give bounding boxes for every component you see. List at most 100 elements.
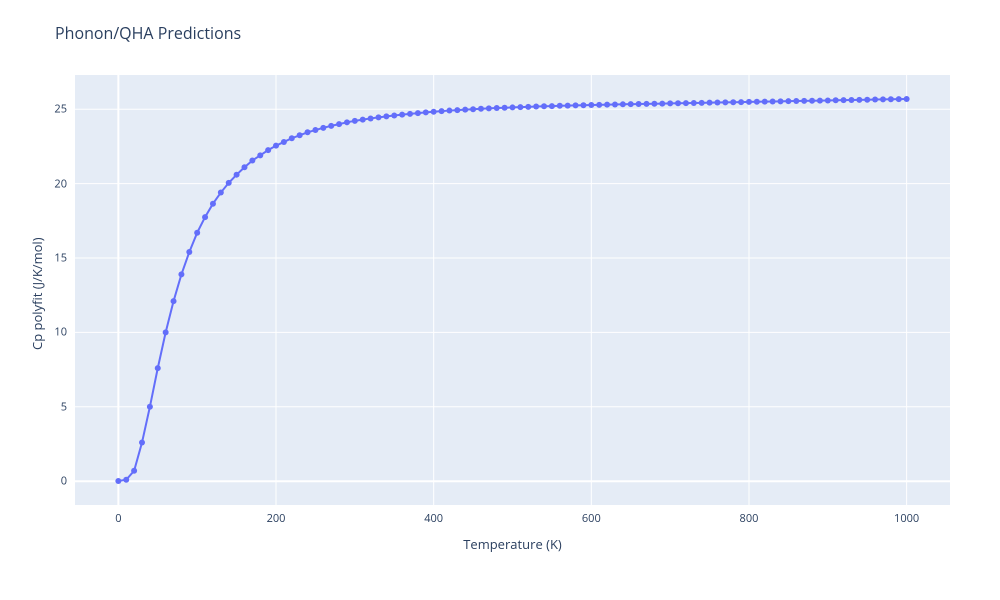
data-point[interactable] xyxy=(265,147,271,153)
data-point[interactable] xyxy=(178,271,184,277)
data-point[interactable] xyxy=(651,101,657,107)
data-point[interactable] xyxy=(462,107,468,113)
data-point[interactable] xyxy=(305,129,311,135)
data-point[interactable] xyxy=(588,102,594,108)
data-point[interactable] xyxy=(431,109,437,115)
data-point[interactable] xyxy=(746,99,752,105)
data-point[interactable] xyxy=(139,440,145,446)
data-point[interactable] xyxy=(399,112,405,118)
data-point[interactable] xyxy=(738,99,744,105)
data-point[interactable] xyxy=(478,106,484,112)
data-point[interactable] xyxy=(470,106,476,112)
data-point[interactable] xyxy=(549,103,555,109)
data-point[interactable] xyxy=(289,135,295,141)
data-point[interactable] xyxy=(785,98,791,104)
data-point[interactable] xyxy=(770,98,776,104)
data-point[interactable] xyxy=(368,115,374,121)
data-point[interactable] xyxy=(383,113,389,119)
data-point[interactable] xyxy=(573,102,579,108)
data-point[interactable] xyxy=(281,139,287,145)
data-point[interactable] xyxy=(226,180,232,186)
data-point[interactable] xyxy=(525,104,531,110)
data-point[interactable] xyxy=(502,105,508,111)
data-point[interactable] xyxy=(155,365,161,371)
data-point[interactable] xyxy=(904,96,910,102)
data-point[interactable] xyxy=(856,97,862,103)
data-point[interactable] xyxy=(257,152,263,158)
data-point[interactable] xyxy=(352,118,358,124)
data-point[interactable] xyxy=(163,329,169,335)
data-point[interactable] xyxy=(234,172,240,178)
data-point[interactable] xyxy=(533,104,539,110)
data-point[interactable] xyxy=(541,103,547,109)
data-point[interactable] xyxy=(722,99,728,105)
data-point[interactable] xyxy=(494,105,500,111)
data-point[interactable] xyxy=(596,102,602,108)
data-point[interactable] xyxy=(896,96,902,102)
data-point[interactable] xyxy=(407,111,413,117)
data-point[interactable] xyxy=(691,100,697,106)
data-point[interactable] xyxy=(312,127,318,133)
data-point[interactable] xyxy=(517,104,523,110)
data-point[interactable] xyxy=(667,100,673,106)
data-point[interactable] xyxy=(131,468,137,474)
data-point[interactable] xyxy=(249,158,255,164)
data-point[interactable] xyxy=(659,101,665,107)
data-point[interactable] xyxy=(675,100,681,106)
data-point[interactable] xyxy=(580,102,586,108)
data-point[interactable] xyxy=(344,119,350,125)
data-point[interactable] xyxy=(604,102,610,108)
data-point[interactable] xyxy=(423,109,429,115)
data-point[interactable] xyxy=(360,117,366,123)
data-point[interactable] xyxy=(454,107,460,113)
data-point[interactable] xyxy=(880,96,886,102)
data-point[interactable] xyxy=(446,108,452,114)
data-point[interactable] xyxy=(620,101,626,107)
data-point[interactable] xyxy=(778,98,784,104)
data-point[interactable] xyxy=(186,249,192,255)
data-point[interactable] xyxy=(754,99,760,105)
data-point[interactable] xyxy=(557,103,563,109)
data-point[interactable] xyxy=(699,100,705,106)
data-point[interactable] xyxy=(612,101,618,107)
data-point[interactable] xyxy=(864,97,870,103)
data-point[interactable] xyxy=(171,298,177,304)
data-point[interactable] xyxy=(241,164,247,170)
data-point[interactable] xyxy=(888,96,894,102)
data-point[interactable] xyxy=(628,101,634,107)
data-point[interactable] xyxy=(320,125,326,131)
data-point[interactable] xyxy=(194,230,200,236)
data-point[interactable] xyxy=(848,97,854,103)
data-point[interactable] xyxy=(801,98,807,104)
data-point[interactable] xyxy=(510,104,516,110)
data-point[interactable] xyxy=(439,108,445,114)
data-point[interactable] xyxy=(218,190,224,196)
data-point[interactable] xyxy=(297,132,303,138)
data-point[interactable] xyxy=(486,105,492,111)
data-point[interactable] xyxy=(115,478,121,484)
data-point[interactable] xyxy=(793,98,799,104)
data-point[interactable] xyxy=(644,101,650,107)
data-point[interactable] xyxy=(872,97,878,103)
data-point[interactable] xyxy=(273,143,279,149)
data-point[interactable] xyxy=(683,100,689,106)
data-point[interactable] xyxy=(328,123,334,129)
data-point[interactable] xyxy=(391,112,397,118)
data-point[interactable] xyxy=(415,110,421,116)
data-point[interactable] xyxy=(809,98,815,104)
data-point[interactable] xyxy=(833,97,839,103)
data-point[interactable] xyxy=(762,99,768,105)
data-point[interactable] xyxy=(202,214,208,220)
data-point[interactable] xyxy=(841,97,847,103)
data-point[interactable] xyxy=(123,477,129,483)
data-point[interactable] xyxy=(714,100,720,106)
data-point[interactable] xyxy=(375,114,381,120)
data-point[interactable] xyxy=(730,99,736,105)
data-point[interactable] xyxy=(825,97,831,103)
data-point[interactable] xyxy=(565,103,571,109)
data-point[interactable] xyxy=(817,98,823,104)
data-point[interactable] xyxy=(636,101,642,107)
data-point[interactable] xyxy=(147,404,153,410)
data-point[interactable] xyxy=(210,201,216,207)
data-point[interactable] xyxy=(336,121,342,127)
